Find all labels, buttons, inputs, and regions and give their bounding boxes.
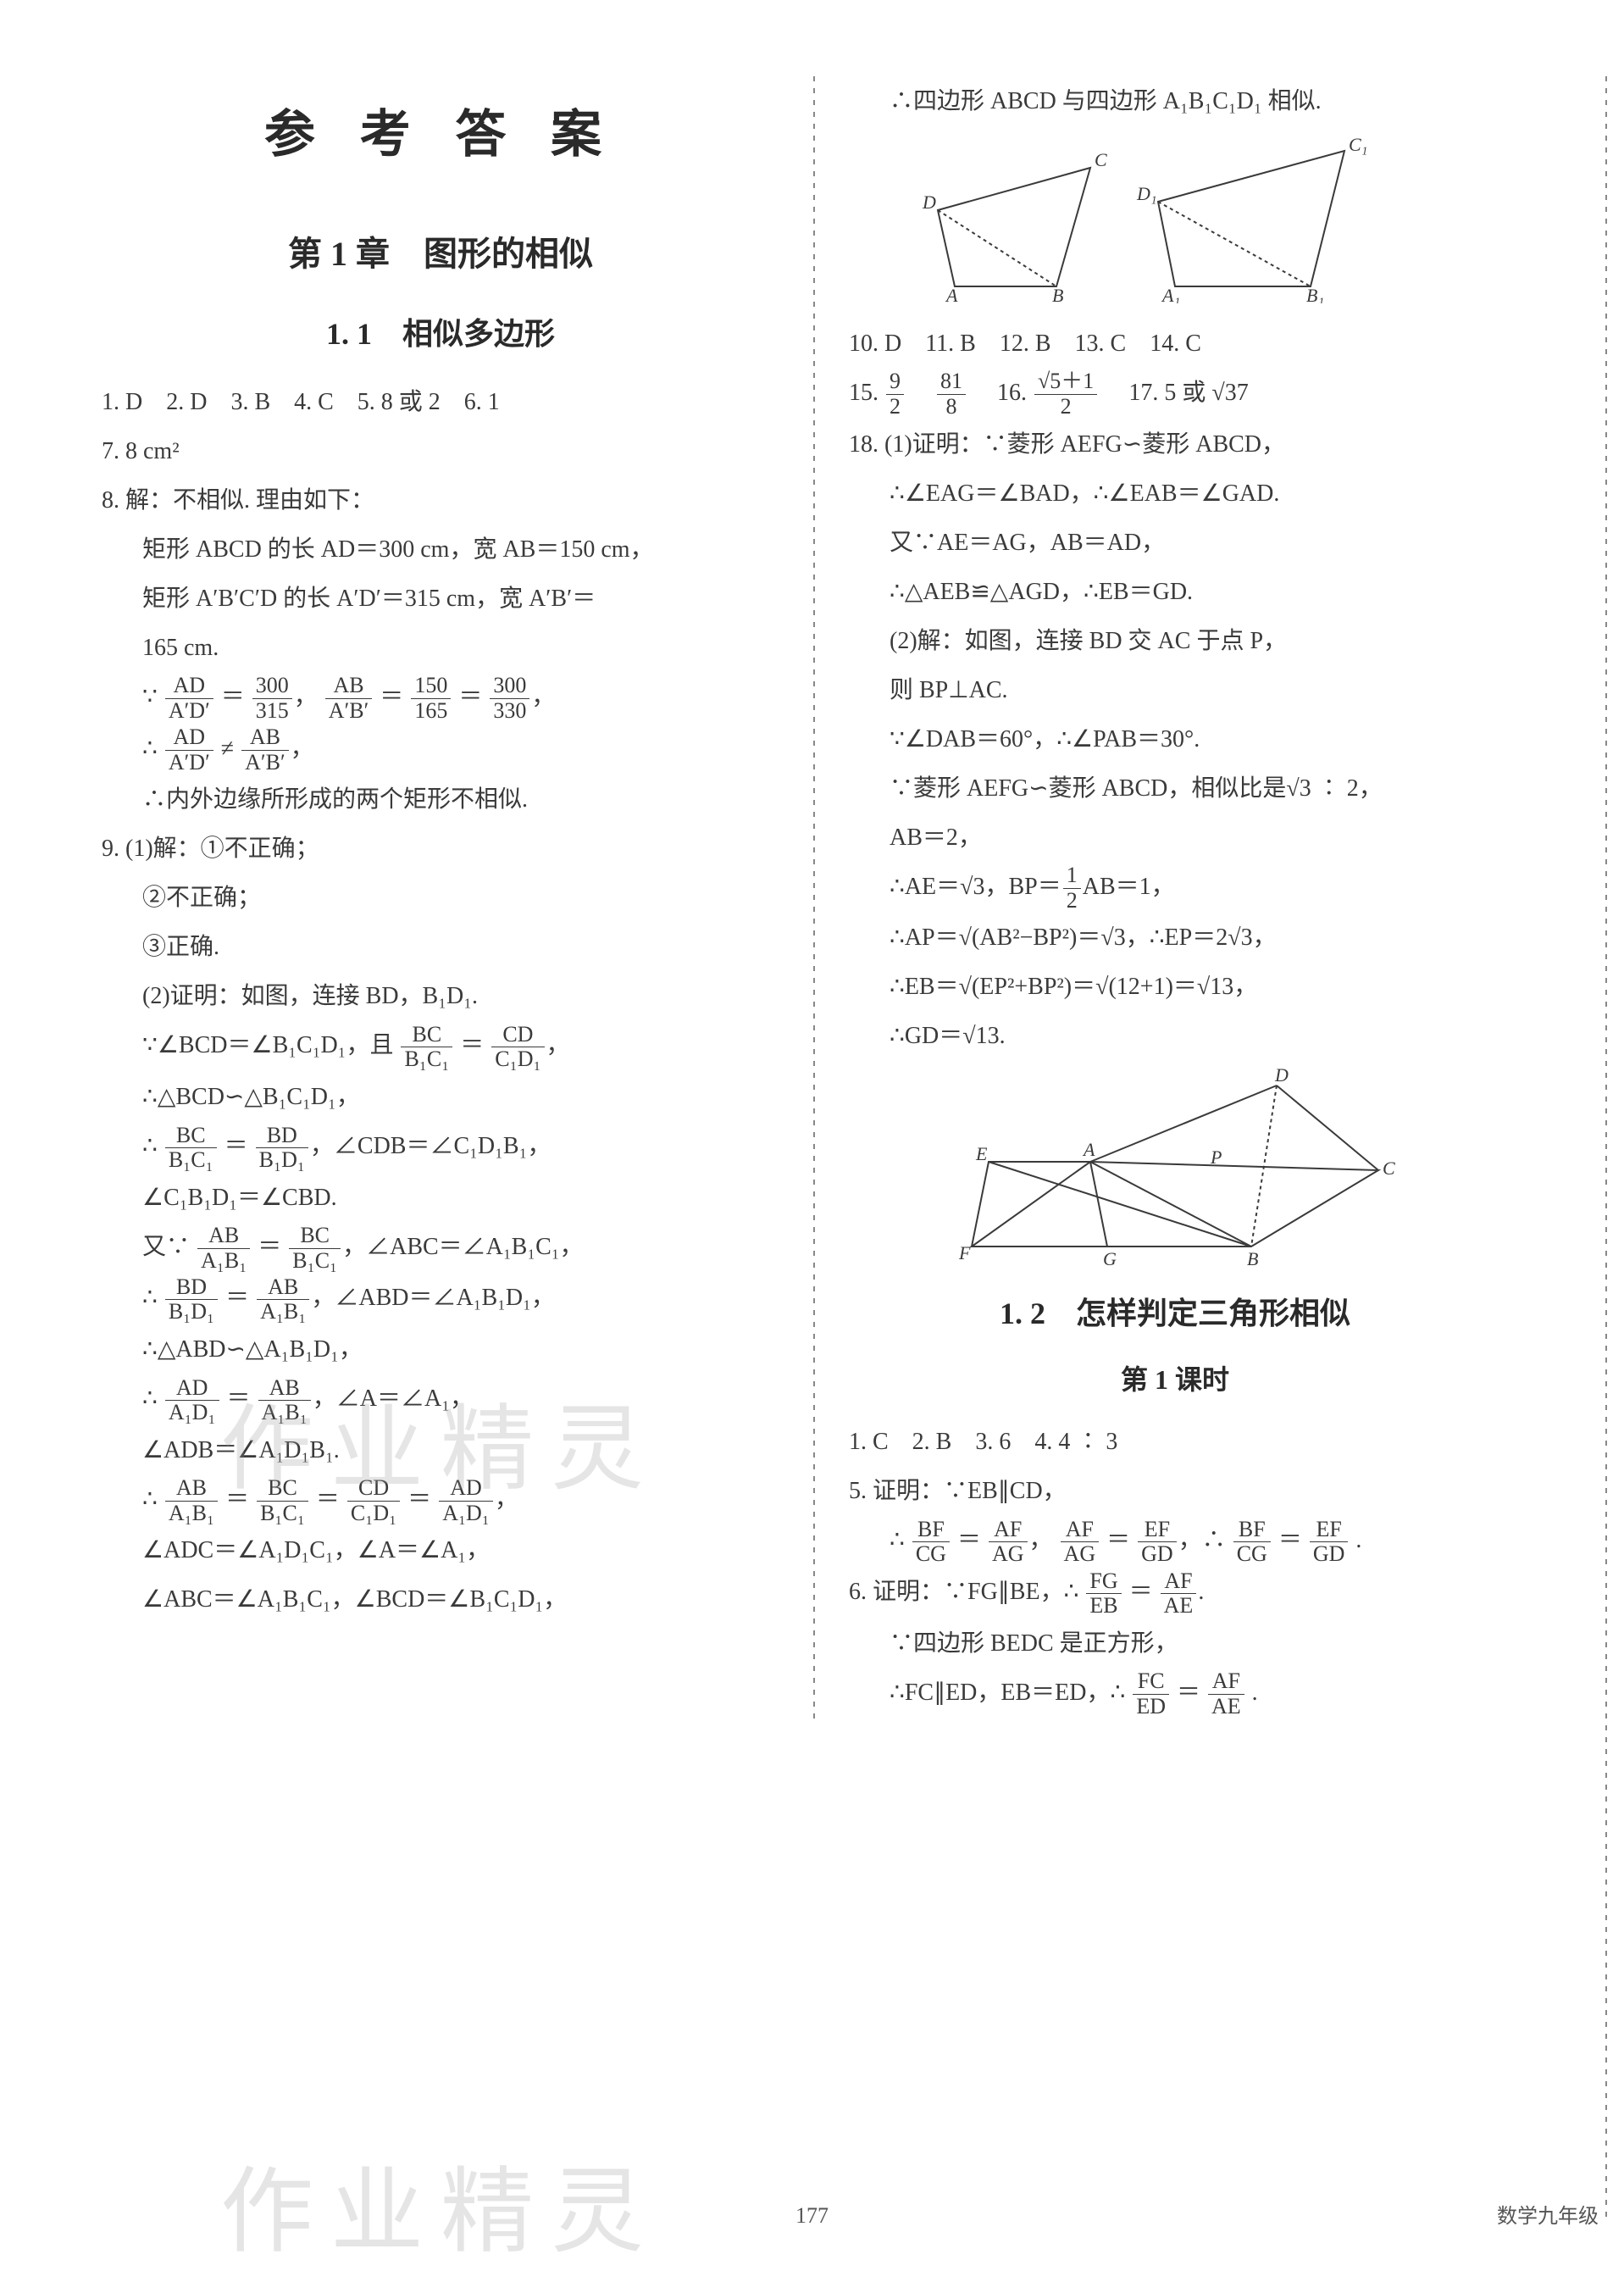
figure-rhombus: E A P C D B F G xyxy=(938,1069,1412,1272)
right-edge-divider xyxy=(1605,76,1607,2220)
section-1-1-title: 1. 1 相似多边形 xyxy=(102,309,779,353)
answer-line: ∴四边形 ABCD 与四边形 A₁B₁C₁D₁ 相似. xyxy=(849,78,1501,125)
answer-line: 7. 8 cm² xyxy=(102,428,779,475)
answer-line: (2)解：如图，连接 BD 交 AC 于点 P， xyxy=(849,618,1501,665)
answer-line: ∠ADB＝∠A₁D₁B₁. xyxy=(102,1427,779,1474)
answer-line: 1. C 2. B 3. 6 4. 4 ∶ 3 xyxy=(849,1419,1501,1466)
math-fraction-line: ∴ ABA₁B₁ ＝ BCB₁C₁ ＝ CDC₁D₁ ＝ ADA₁D₁， xyxy=(102,1476,779,1526)
svg-text:D: D xyxy=(1274,1069,1289,1086)
answer-line: ∴△AEB≌△AGD，∴EB＝GD. xyxy=(849,569,1501,616)
svg-text:D: D xyxy=(922,192,936,213)
lesson-1-title: 第 1 课时 xyxy=(849,1358,1501,1397)
math-fraction-line: 6. 证明：∵FG∥BE，∴ FGEB ＝ AFAE. xyxy=(849,1569,1501,1619)
svg-text:F: F xyxy=(958,1242,971,1263)
math-fraction-line: ∴ ADA′D′ ≠ ABA′B′， xyxy=(102,725,779,775)
svg-text:G: G xyxy=(1103,1248,1117,1269)
math-fraction-line: 又∵ ABA₁B₁ ＝ BCB₁C₁，∠ABC＝∠A₁B₁C₁， xyxy=(102,1224,779,1274)
math-fraction-line: ∵ ADA′D′ ＝ 300315， ABA′B′ ＝ 150165 ＝ 300… xyxy=(102,674,779,724)
math-fraction-line: ∴ BFCG ＝ AFAG， AFAG ＝ EFGD，∴ BFCG ＝ EFGD… xyxy=(849,1517,1501,1567)
answer-line: 矩形 A′B′C′D 的长 A′D′＝315 cm，宽 A′B′＝ xyxy=(102,575,779,623)
answer-line: ∴GD＝√13. xyxy=(849,1013,1501,1060)
answer-line: 165 cm. xyxy=(102,625,779,672)
math-fraction-line: ∴ BDB₁D₁ ＝ ABA₁B₁，∠ABD＝∠A₁B₁D₁， xyxy=(102,1274,779,1324)
math-fraction-line: ∴ BCB₁C₁ ＝ BDB₁D₁，∠CDB＝∠C₁D₁B₁， xyxy=(102,1123,779,1173)
answer-line: ∴∠EAG＝∠BAD，∴∠EAB＝∠GAD. xyxy=(849,470,1501,518)
answer-line: 9. (1)解：①不正确； xyxy=(102,825,779,873)
svg-text:B: B xyxy=(1052,285,1063,303)
answer-line: ∠ABC＝∠A₁B₁C₁，∠BCD＝∠B₁C₁D₁， xyxy=(102,1576,779,1624)
svg-text:A: A xyxy=(1082,1139,1095,1160)
svg-text:C₁: C₁ xyxy=(1349,134,1367,155)
answer-line: 1. D 2. D 3. B 4. C 5. 8 或 2 6. 1 xyxy=(102,379,779,426)
answer-line: ∠C₁B₁D₁＝∠CBD. xyxy=(102,1174,779,1222)
main-title: 参 考 答 案 xyxy=(102,93,779,167)
svg-text:C: C xyxy=(1095,149,1107,170)
svg-text:E: E xyxy=(975,1143,988,1164)
page-number: 177 xyxy=(0,2203,1624,2229)
answer-line: ∴△BCD∽△B₁C₁D₁， xyxy=(102,1074,779,1121)
answer-line: 8. 解：不相似. 理由如下： xyxy=(102,477,779,525)
left-column: 参 考 答 案 第 1 章 图形的相似 1. 1 相似多边形 1. D 2. D… xyxy=(102,76,805,1720)
answer-line: ∵四边形 BEDC 是正方形， xyxy=(849,1620,1501,1668)
answer-line: ③正确. xyxy=(102,924,779,971)
right-column: ∴四边形 ABCD 与四边形 A₁B₁C₁D₁ 相似. A B C D A₁ B₁ C… xyxy=(823,76,1527,1720)
svg-text:A₁: A₁ xyxy=(1161,285,1180,303)
svg-text:B₁: B₁ xyxy=(1306,285,1324,303)
answer-line: 5. 证明：∵EB∥CD， xyxy=(849,1468,1501,1515)
footer-subject: 数学九年级 xyxy=(1497,2199,1599,2229)
answer-line: ∵菱形 AEFG∽菱形 ABCD，相似比是√3 ∶ 2， xyxy=(849,765,1501,813)
answer-line: ∵∠DAB＝60°，∴∠PAB＝30°. xyxy=(849,716,1501,763)
answer-line: ∴EB＝√(EP²+BP²)＝√(12+1)＝√13， xyxy=(849,963,1501,1011)
svg-text:B: B xyxy=(1247,1248,1258,1269)
svg-text:P: P xyxy=(1210,1147,1222,1168)
answer-line: ∴内外边缘所形成的两个矩形不相似. xyxy=(102,776,779,824)
answer-text: 17. 5 或 √37 xyxy=(1128,380,1248,406)
answer-line: 10. D 11. B 12. B 13. C 14. C xyxy=(849,320,1501,368)
answer-line: ∴AP＝√(AB²−BP²)＝√3，∴EP＝2√3， xyxy=(849,914,1501,962)
math-fraction-line: ∴AE＝√3，BP＝12AB＝1， xyxy=(849,863,1501,913)
answer-line: 18. (1)证明：∵菱形 AEFG∽菱形 ABCD， xyxy=(849,421,1501,469)
section-1-2-title: 1. 2 怎样判定三角形相似 xyxy=(849,1289,1501,1333)
math-fraction-line: ∵∠BCD＝∠B₁C₁D₁，且 BCB₁C₁ ＝ CDC₁D₁， xyxy=(102,1022,779,1072)
math-fraction-line: ∴ ADA₁D₁ ＝ ABA₁B₁，∠A＝∠A₁， xyxy=(102,1375,779,1425)
answer-line: 则 BP⊥AC. xyxy=(849,667,1501,714)
page-container: 参 考 答 案 第 1 章 图形的相似 1. 1 相似多边形 1. D 2. D… xyxy=(0,0,1624,1754)
answer-line: AB＝2， xyxy=(849,814,1501,862)
column-divider xyxy=(813,76,815,1720)
chapter-title: 第 1 章 图形的相似 xyxy=(102,226,779,275)
figure-two-quads: A B C D A₁ B₁ C₁ D₁ xyxy=(921,134,1429,303)
math-fraction-line: 15. 92 818 16. √5＋12 17. 5 或 √37 xyxy=(849,369,1501,419)
answer-line: (2)证明：如图，连接 BD，B₁D₁. xyxy=(102,973,779,1020)
answer-line: ∴△ABD∽△A₁B₁D₁， xyxy=(102,1326,779,1374)
svg-text:A: A xyxy=(945,285,958,303)
svg-text:C: C xyxy=(1383,1158,1395,1179)
answer-line: ②不正确； xyxy=(102,875,779,922)
answer-line: 又∵AE＝AG，AB＝AD， xyxy=(849,519,1501,567)
math-fraction-line: ∴FC∥ED，EB＝ED，∴ FCED ＝ AFAE . xyxy=(849,1669,1501,1719)
answer-line: 矩形 ABCD 的长 AD＝300 cm，宽 AB＝150 cm， xyxy=(102,526,779,574)
svg-text:D₁: D₁ xyxy=(1136,183,1157,204)
answer-line: ∠ADC＝∠A₁D₁C₁，∠A＝∠A₁， xyxy=(102,1527,779,1574)
